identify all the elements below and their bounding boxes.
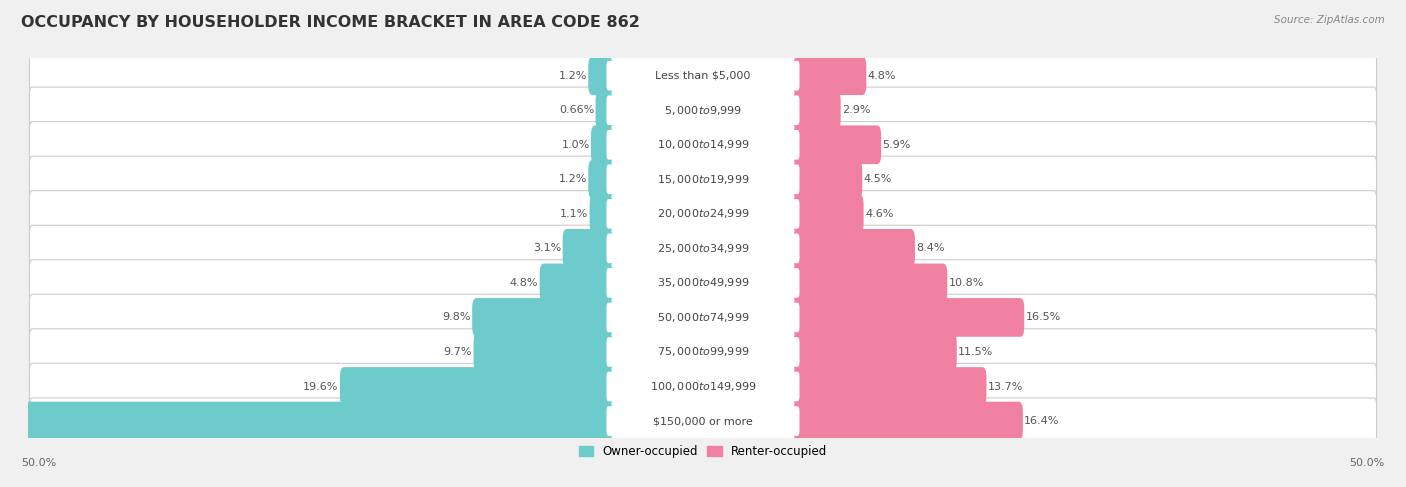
FancyBboxPatch shape (589, 194, 613, 233)
FancyBboxPatch shape (793, 263, 948, 302)
Text: $75,000 to $99,999: $75,000 to $99,999 (657, 345, 749, 358)
Text: 4.8%: 4.8% (868, 71, 896, 81)
FancyBboxPatch shape (793, 194, 863, 233)
FancyBboxPatch shape (472, 298, 613, 337)
Text: 10.8%: 10.8% (949, 278, 984, 288)
FancyBboxPatch shape (540, 263, 613, 302)
FancyBboxPatch shape (596, 91, 613, 130)
Text: 13.7%: 13.7% (988, 381, 1024, 392)
Text: 50.0%: 50.0% (21, 457, 56, 468)
Text: $50,000 to $74,999: $50,000 to $74,999 (657, 311, 749, 324)
FancyBboxPatch shape (30, 156, 1376, 203)
Text: $5,000 to $9,999: $5,000 to $9,999 (664, 104, 742, 117)
Text: OCCUPANCY BY HOUSEHOLDER INCOME BRACKET IN AREA CODE 862: OCCUPANCY BY HOUSEHOLDER INCOME BRACKET … (21, 15, 640, 30)
Text: 8.4%: 8.4% (917, 244, 945, 253)
FancyBboxPatch shape (606, 95, 800, 125)
FancyBboxPatch shape (30, 53, 1376, 99)
FancyBboxPatch shape (591, 126, 613, 164)
Text: 1.0%: 1.0% (561, 140, 589, 150)
FancyBboxPatch shape (30, 122, 1376, 168)
FancyBboxPatch shape (606, 337, 800, 367)
Legend: Owner-occupied, Renter-occupied: Owner-occupied, Renter-occupied (574, 440, 832, 463)
FancyBboxPatch shape (588, 56, 613, 95)
FancyBboxPatch shape (30, 260, 1376, 306)
Text: $10,000 to $14,999: $10,000 to $14,999 (657, 138, 749, 151)
Text: 4.6%: 4.6% (865, 209, 893, 219)
FancyBboxPatch shape (30, 225, 1376, 272)
Text: $35,000 to $49,999: $35,000 to $49,999 (657, 277, 749, 289)
FancyBboxPatch shape (30, 191, 1376, 237)
FancyBboxPatch shape (562, 229, 613, 268)
FancyBboxPatch shape (793, 160, 862, 199)
FancyBboxPatch shape (340, 367, 613, 406)
Text: 1.2%: 1.2% (558, 71, 586, 81)
Text: $100,000 to $149,999: $100,000 to $149,999 (650, 380, 756, 393)
Text: 1.2%: 1.2% (558, 174, 586, 184)
FancyBboxPatch shape (474, 333, 613, 371)
FancyBboxPatch shape (606, 199, 800, 229)
FancyBboxPatch shape (793, 367, 987, 406)
FancyBboxPatch shape (606, 234, 800, 263)
FancyBboxPatch shape (793, 298, 1024, 337)
FancyBboxPatch shape (606, 372, 800, 401)
FancyBboxPatch shape (30, 87, 1376, 133)
Text: 4.5%: 4.5% (863, 174, 891, 184)
FancyBboxPatch shape (0, 402, 613, 440)
FancyBboxPatch shape (606, 268, 800, 298)
Text: Source: ZipAtlas.com: Source: ZipAtlas.com (1274, 15, 1385, 25)
Text: 4.8%: 4.8% (510, 278, 538, 288)
Text: $25,000 to $34,999: $25,000 to $34,999 (657, 242, 749, 255)
FancyBboxPatch shape (606, 165, 800, 194)
Text: 2.9%: 2.9% (842, 105, 870, 115)
Text: Less than $5,000: Less than $5,000 (655, 71, 751, 81)
FancyBboxPatch shape (793, 333, 956, 371)
Text: $20,000 to $24,999: $20,000 to $24,999 (657, 207, 749, 220)
Text: 0.66%: 0.66% (560, 105, 595, 115)
FancyBboxPatch shape (30, 329, 1376, 375)
Text: 16.4%: 16.4% (1024, 416, 1060, 426)
Text: 5.9%: 5.9% (883, 140, 911, 150)
FancyBboxPatch shape (606, 130, 800, 160)
FancyBboxPatch shape (606, 61, 800, 91)
FancyBboxPatch shape (30, 398, 1376, 444)
FancyBboxPatch shape (793, 229, 915, 268)
FancyBboxPatch shape (793, 91, 841, 130)
Text: 3.1%: 3.1% (533, 244, 561, 253)
FancyBboxPatch shape (793, 402, 1024, 440)
Text: $15,000 to $19,999: $15,000 to $19,999 (657, 173, 749, 186)
FancyBboxPatch shape (588, 160, 613, 199)
FancyBboxPatch shape (30, 294, 1376, 340)
Text: $150,000 or more: $150,000 or more (654, 416, 752, 426)
FancyBboxPatch shape (793, 126, 882, 164)
Text: 16.5%: 16.5% (1025, 313, 1062, 322)
FancyBboxPatch shape (606, 302, 800, 332)
FancyBboxPatch shape (793, 56, 866, 95)
Text: 9.7%: 9.7% (444, 347, 472, 357)
Text: 50.0%: 50.0% (1350, 457, 1385, 468)
FancyBboxPatch shape (30, 363, 1376, 410)
Text: 11.5%: 11.5% (957, 347, 994, 357)
Text: 19.6%: 19.6% (304, 381, 339, 392)
Text: 9.8%: 9.8% (443, 313, 471, 322)
FancyBboxPatch shape (606, 406, 800, 436)
Text: 1.1%: 1.1% (560, 209, 588, 219)
